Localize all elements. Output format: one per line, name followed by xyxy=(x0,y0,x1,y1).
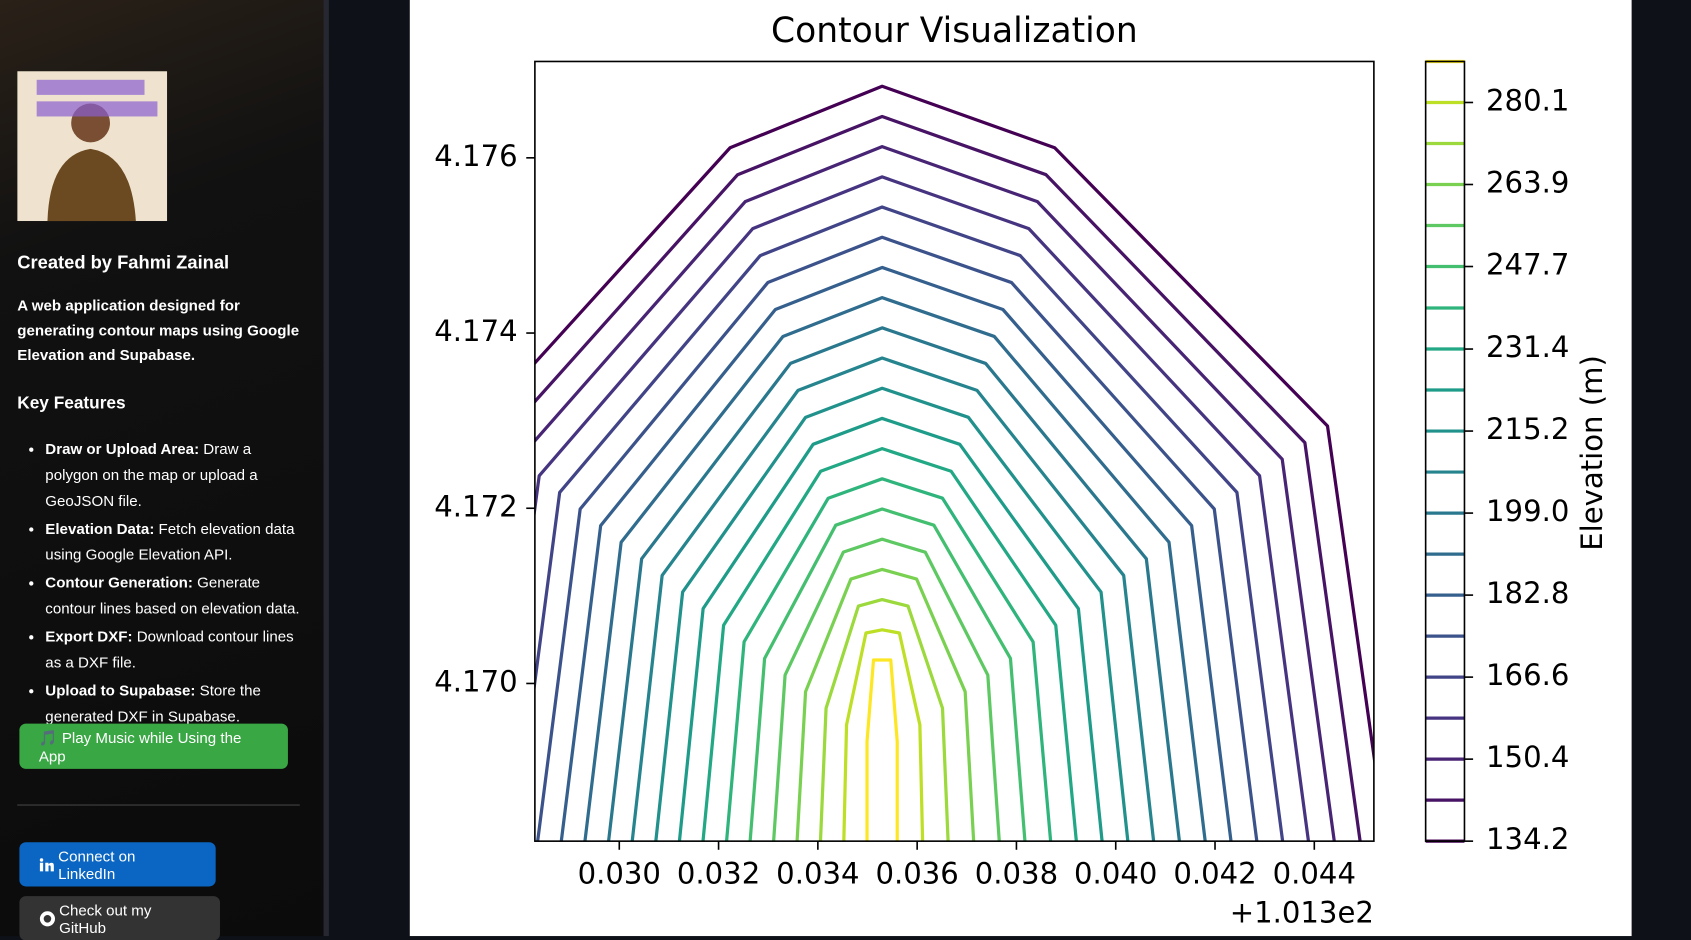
contour-line xyxy=(534,205,1285,842)
sidebar-title: Created by Fahmi Zainal xyxy=(17,252,230,273)
contour-line xyxy=(818,597,950,842)
sidebar: Created by Fahmi Zainal A web applicatio… xyxy=(0,0,324,940)
contour-line xyxy=(630,356,1156,842)
avatar xyxy=(17,71,168,222)
x-tick-label: 0.044 xyxy=(1273,857,1356,891)
colorbar-tick-label: 199.0 xyxy=(1486,494,1569,528)
sidebar-edge xyxy=(323,0,329,937)
github-button[interactable]: Check out my GitHub xyxy=(19,896,220,940)
feature-name: Contour Generation: xyxy=(45,573,193,591)
divider xyxy=(17,804,300,806)
contour-line xyxy=(534,114,1362,842)
feature-name: Export DXF: xyxy=(45,627,133,645)
feature-text: Store the generated DXF in Supabase. xyxy=(45,681,261,725)
colorbar-tick-label: 150.4 xyxy=(1486,740,1569,774)
colorbar-tick-label: 134.2 xyxy=(1486,822,1569,856)
x-tick-label: 0.032 xyxy=(677,857,760,891)
feature-text: Generate contour lines based on elevatio… xyxy=(45,573,300,617)
chart-card: Contour Visualization 0.030 0.032 0.034 0.0… xyxy=(409,0,1632,937)
x-offset-label: +1.013e2 xyxy=(1230,895,1374,929)
music-button[interactable]: 🎵 Play Music while Using the App xyxy=(19,723,288,769)
features-heading: Key Features xyxy=(17,394,126,414)
contour-line xyxy=(724,477,1053,842)
github-icon xyxy=(39,910,55,926)
contour-line xyxy=(534,175,1311,842)
github-label: Check out my GitHub xyxy=(59,901,152,936)
contour-line xyxy=(865,658,899,842)
colorbar-tick-label: 247.7 xyxy=(1486,248,1569,282)
contour-line xyxy=(536,235,1259,842)
y-tick-label: 4.176 xyxy=(434,139,517,173)
feature-text: Fetch elevation data using Google Elevat… xyxy=(45,519,295,563)
features-list: Draw or Upload Area: Draw a polygon on t… xyxy=(17,436,303,731)
x-tick-label: 0.030 xyxy=(578,857,661,891)
contour-line xyxy=(842,628,925,842)
y-tick-label: 4.172 xyxy=(434,489,517,523)
plot-frame xyxy=(534,60,1375,842)
x-tick-label: 0.040 xyxy=(1074,857,1157,891)
contour-line xyxy=(534,84,1374,768)
colorbar-label: Elevation (m) xyxy=(1575,355,1609,551)
linkedin-icon xyxy=(39,857,54,871)
contour-line xyxy=(677,416,1104,842)
chart-title: Contour Visualization xyxy=(771,11,1138,51)
y-tick-label: 4.174 xyxy=(434,314,517,348)
feature-name: Upload to Supabase: xyxy=(45,681,196,699)
colorbar-tick-label: 215.2 xyxy=(1486,412,1569,446)
feature-text: Download contour lines as a DXF file. xyxy=(45,627,294,671)
contour-line xyxy=(583,296,1207,842)
colorbar-tick-label: 182.8 xyxy=(1486,576,1569,610)
x-tick-label: 0.034 xyxy=(776,857,859,891)
linkedin-label: Connect on LinkedIn xyxy=(58,847,136,882)
x-tick-label: 0.038 xyxy=(975,857,1058,891)
contour-line xyxy=(748,507,1027,842)
feature-item: Draw or Upload Area: Draw a polygon on t… xyxy=(45,436,303,514)
feature-text: Draw a polygon on the map or upload a Ge… xyxy=(45,439,258,510)
feature-item: Elevation Data: Fetch elevation data usi… xyxy=(45,515,303,567)
feature-item: Upload to Supabase: Store the generated … xyxy=(45,677,303,729)
contour-line xyxy=(795,567,976,842)
contour-line xyxy=(559,265,1233,842)
x-tick-label: 0.042 xyxy=(1173,857,1256,891)
contour-line xyxy=(606,326,1182,842)
x-tick-label: 0.036 xyxy=(875,857,958,891)
feature-item: Export DXF: Download contour lines as a … xyxy=(45,623,303,675)
contour-line xyxy=(654,386,1130,842)
plot-area xyxy=(534,84,1374,842)
colorbar-frame xyxy=(1424,60,1466,842)
linkedin-button[interactable]: Connect on LinkedIn xyxy=(19,842,216,887)
feature-item: Contour Generation: Generate contour lin… xyxy=(45,569,303,621)
colorbar-tick-label: 263.9 xyxy=(1486,165,1569,199)
feature-name: Elevation Data: xyxy=(45,519,155,538)
contour-line xyxy=(701,446,1078,842)
colorbar-tick-label: 231.4 xyxy=(1486,330,1569,364)
colorbar-tick-label: 166.6 xyxy=(1486,658,1569,692)
y-tick-label: 4.170 xyxy=(434,664,517,698)
feature-name: Draw or Upload Area: xyxy=(45,439,200,458)
contour-line xyxy=(772,537,1001,842)
description: A web application designed for generatin… xyxy=(17,296,300,364)
chart: Contour Visualization 0.030 0.032 0.034 0.0… xyxy=(434,11,1609,930)
colorbar-tick-label: 280.1 xyxy=(1486,83,1569,117)
contour-line xyxy=(534,145,1336,842)
